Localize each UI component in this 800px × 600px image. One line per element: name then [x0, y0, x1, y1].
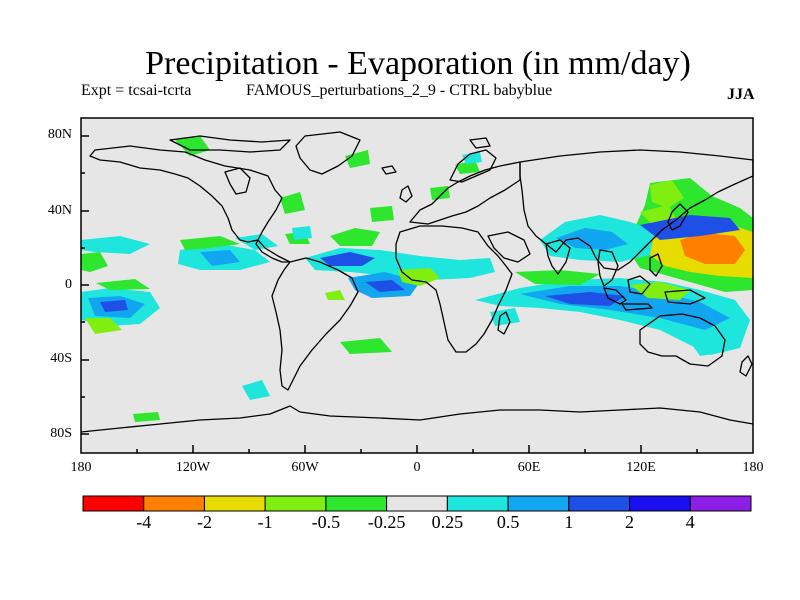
- pac-south-cyan: [690, 338, 725, 356]
- iceland-coast: [381, 165, 397, 175]
- colorbar-tick-label: -4: [136, 512, 152, 532]
- hudson-bay-coast: [224, 167, 251, 195]
- java-coast: [621, 303, 653, 311]
- india-coast: [545, 239, 571, 275]
- colorbar-swatch: [264, 495, 327, 512]
- lon-label-180e: 180: [742, 460, 764, 475]
- atl-green: [330, 228, 380, 246]
- colorbar-swatch: [325, 495, 388, 512]
- colorbar-swatch: [689, 495, 752, 512]
- colorbar-tick-label: -0.5: [311, 512, 341, 532]
- colorbar-tick-label: 1: [564, 512, 574, 532]
- sumatra-coast: [603, 287, 627, 305]
- borneo-coast: [627, 275, 651, 295]
- coastlines: [80, 131, 754, 433]
- lat-label-80s: 80S: [50, 426, 72, 441]
- arctic-islands-coast: [169, 135, 291, 153]
- colorbar-tick-label: -1: [257, 512, 273, 532]
- africa-coast: [395, 225, 513, 353]
- colorbar-tick-label: -0.25: [367, 512, 406, 532]
- arctic-green-1: [345, 150, 370, 168]
- colorbar-swatch: [82, 495, 145, 512]
- australia-coast: [639, 313, 726, 367]
- epac-blue: [200, 250, 240, 266]
- colorbar-tick-label: 2: [625, 512, 635, 532]
- colorbar-swatch: [386, 495, 448, 512]
- colorbar-swatch: [568, 495, 631, 512]
- satl-cyan: [242, 380, 270, 400]
- north-america-coast: [89, 145, 291, 263]
- colorbar-tick-label: -2: [196, 512, 212, 532]
- lon-label-60e: 60E: [517, 460, 541, 475]
- so-green: [133, 412, 160, 422]
- sw-pac-green: [85, 318, 122, 334]
- lon-label-120e: 120E: [626, 460, 656, 475]
- cpac-blue: [100, 300, 128, 312]
- map-frame: [80, 117, 754, 454]
- colorbar-swatch: [143, 495, 205, 512]
- colorbar-swatch: [203, 495, 266, 512]
- satl-green: [340, 338, 392, 354]
- run-label: FAMOUS_perturbations_2_9 - CTRL babyblue: [246, 82, 553, 99]
- scandinavia-coast: [449, 149, 497, 183]
- nio-blue-region: [556, 228, 628, 250]
- colorbar-swatch: [446, 495, 509, 512]
- arabia-coast: [487, 231, 531, 263]
- asia-coast: [519, 149, 754, 271]
- gulf-guinea-green: [398, 268, 440, 286]
- wpac-orange-region: [680, 233, 745, 264]
- indian-cyan-s: [490, 308, 520, 326]
- svalbard-coast: [469, 137, 491, 149]
- colorbar-swatch: [629, 495, 691, 512]
- philippines-coast: [649, 253, 663, 277]
- lon-label-0: 0: [413, 460, 421, 475]
- colorbar-tick-label: 4: [685, 512, 695, 532]
- pac-ne-blue: [640, 215, 740, 240]
- arctic-cyan: [462, 152, 482, 164]
- new-guinea-coast: [664, 289, 706, 305]
- natl-cyan: [292, 226, 312, 240]
- npac-green: [175, 136, 210, 156]
- japan-coast: [667, 203, 689, 231]
- lat-label-40s: 40S: [50, 351, 72, 366]
- colorbar: [82, 495, 752, 512]
- colorbar-swatch: [507, 495, 570, 512]
- lat-label-40n: 40N: [47, 203, 72, 218]
- indonesia-green: [630, 282, 690, 300]
- japan-green-patch: [650, 180, 684, 208]
- lon-label-60w: 60W: [291, 460, 319, 475]
- new-zealand-coast: [739, 355, 753, 377]
- antarctica-coast: [80, 405, 754, 433]
- natl-green-1: [280, 192, 305, 214]
- natl-green-3: [430, 186, 450, 200]
- eio-blue: [545, 292, 625, 306]
- atl-blue: [320, 252, 375, 266]
- experiment-label: Expt = tcsai-tcrta: [81, 82, 192, 99]
- dateline-cyan-n: [81, 236, 150, 254]
- arctic-green-2: [455, 160, 480, 174]
- colorbar-tick-label: 0.5: [496, 512, 520, 532]
- lon-label-180w: 180: [70, 460, 92, 475]
- indochina-coast: [597, 249, 619, 287]
- south-america-coast: [271, 257, 359, 391]
- lat-label-eq: 0: [65, 277, 72, 292]
- natl-green-2: [370, 206, 394, 222]
- central-pac-green: [96, 279, 150, 290]
- greenland-coast: [295, 131, 361, 175]
- uk-coast: [399, 185, 413, 203]
- colorbar-tick-label: 0.25: [431, 512, 464, 532]
- dateline-green-n: [81, 252, 108, 272]
- lat-label-80n: 80N: [47, 127, 72, 142]
- anomaly-fields: [81, 136, 753, 422]
- lon-label-120w: 120W: [175, 460, 211, 475]
- plot-title: Precipitation - Evaporation (in mm/day): [145, 45, 691, 82]
- season-label: JJA: [727, 86, 755, 103]
- epac-green: [180, 236, 240, 250]
- atl-blue-south: [365, 280, 405, 292]
- eio-green-strip: [515, 270, 600, 285]
- atl-green-west: [325, 290, 345, 300]
- madagascar-coast: [497, 311, 511, 335]
